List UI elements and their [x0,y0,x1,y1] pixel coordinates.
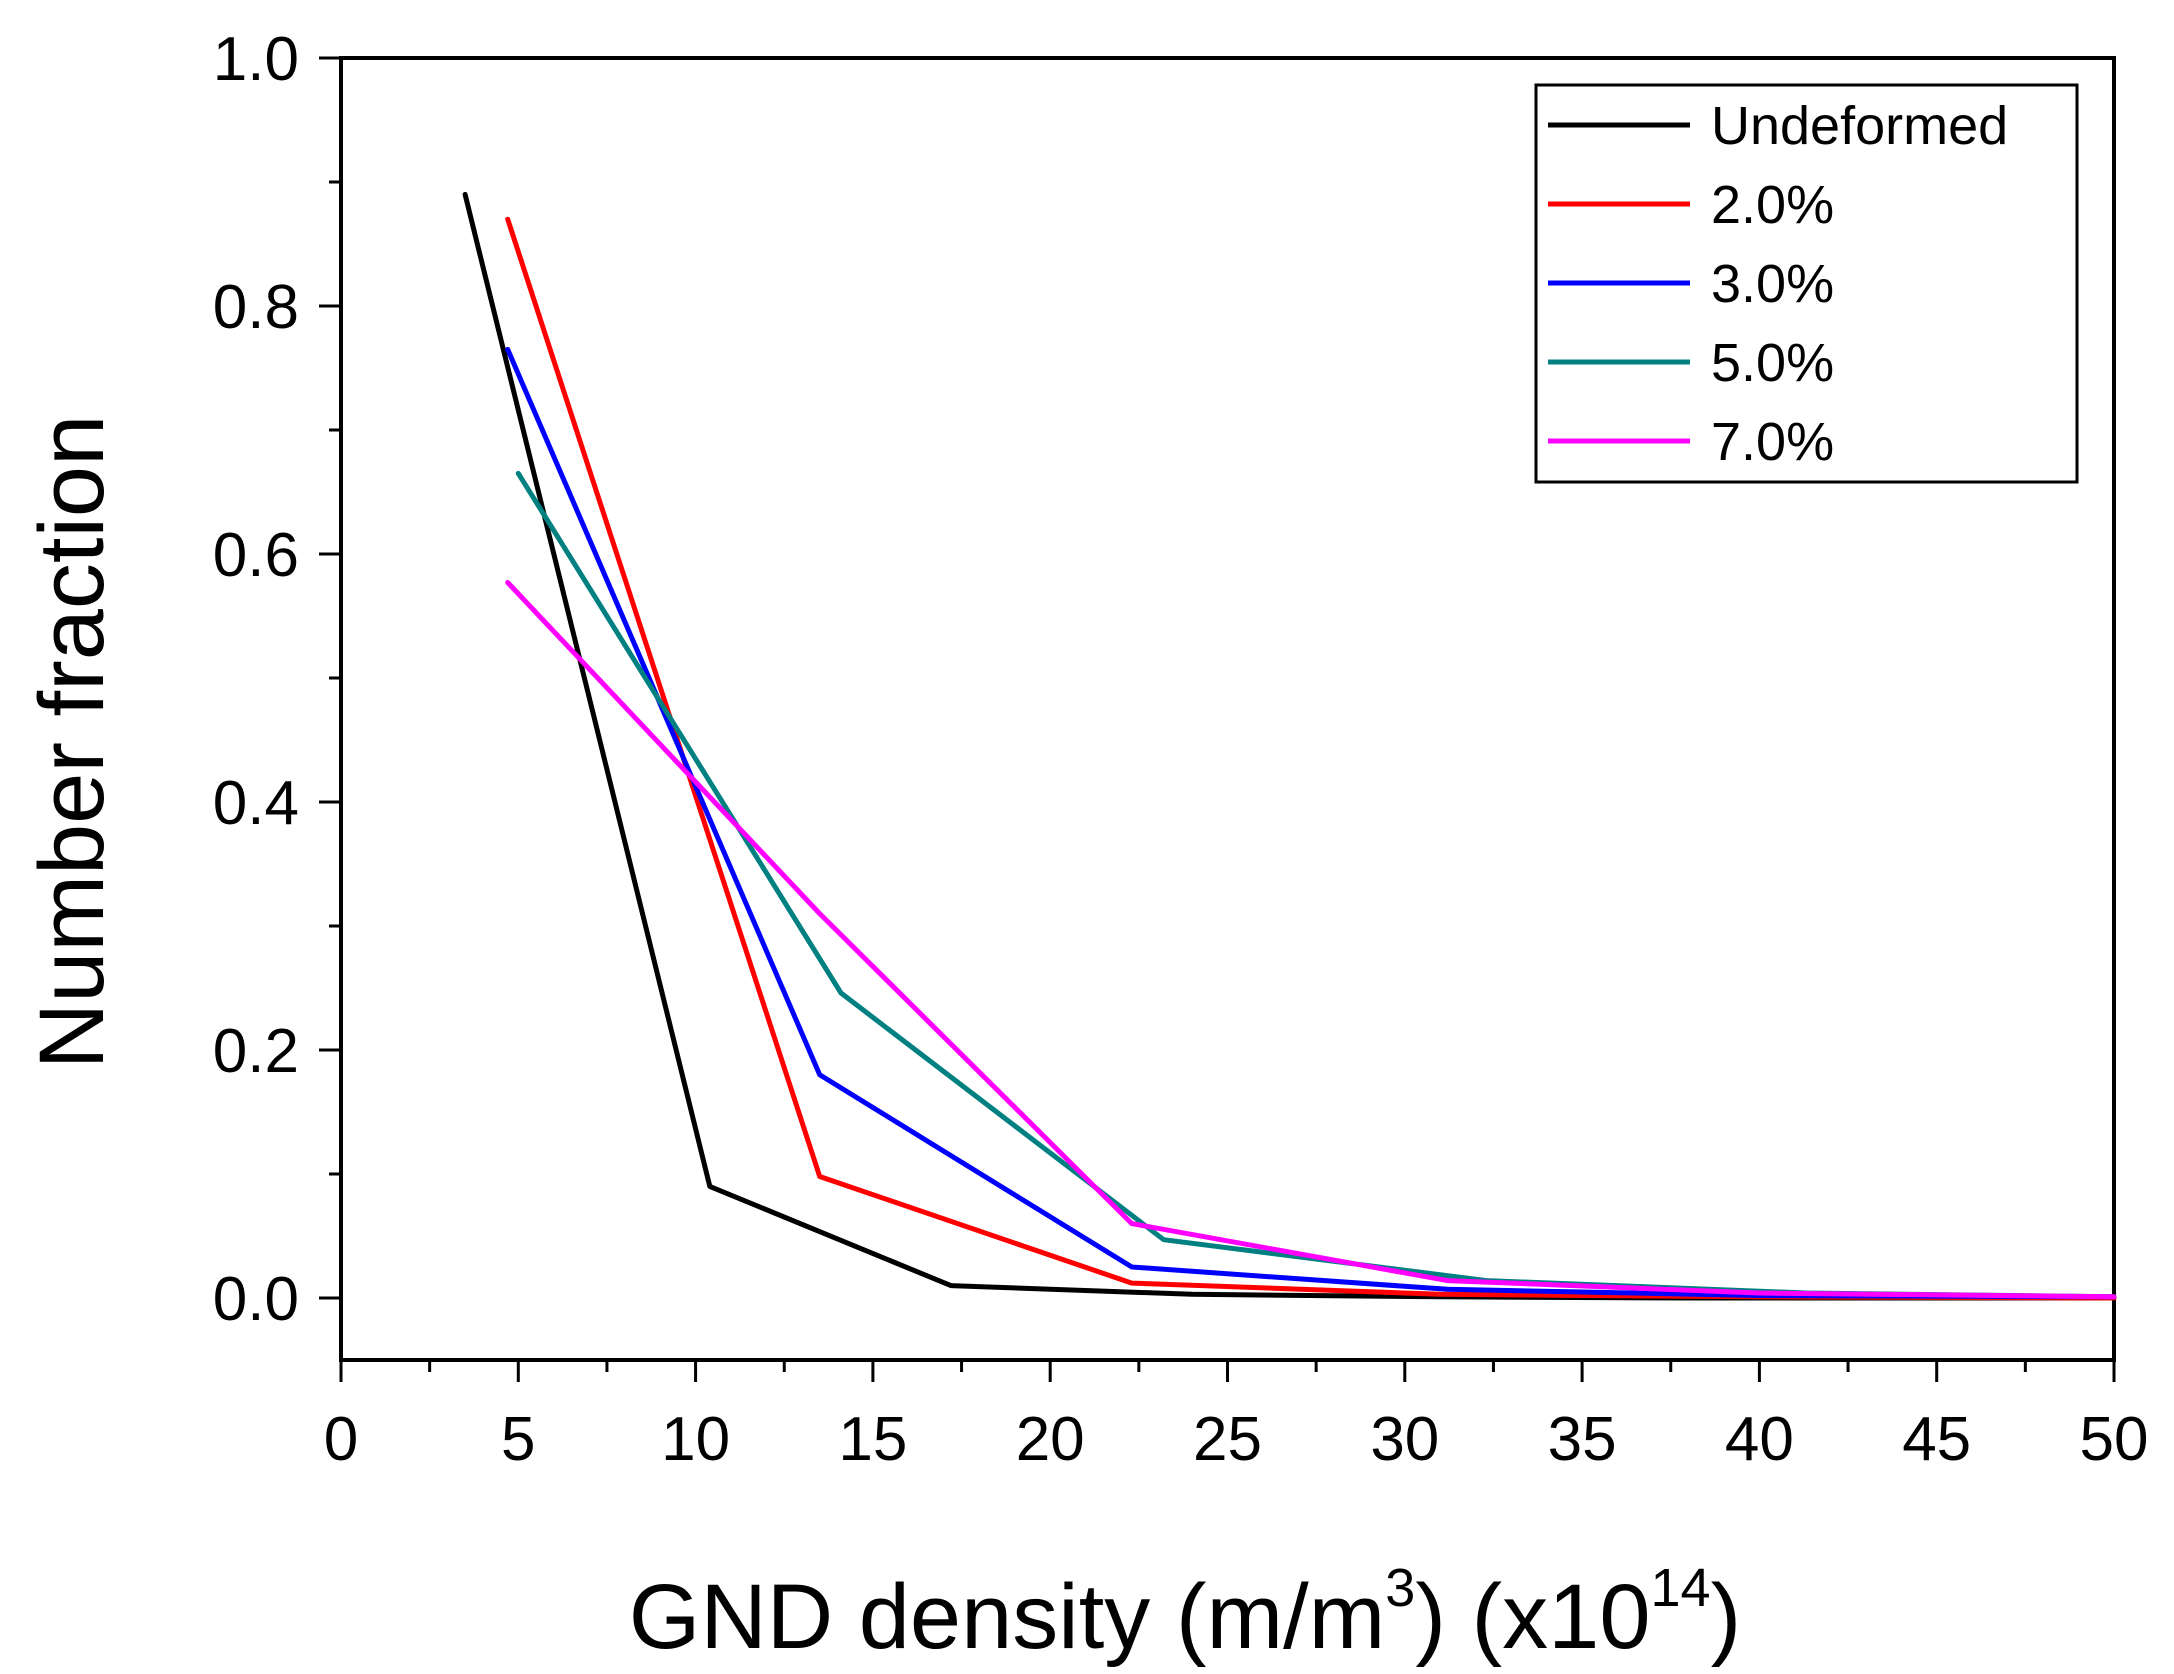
legend-label-undeformed: Undeformed [1711,96,2008,156]
x-axis-tick-labels: 0 5 10 15 20 25 30 35 40 45 50 [324,1405,2149,1474]
legend-items: Undeformed 2.0% 3.0% 5.0% 7.0% [1548,96,2008,472]
y-tick-label: 0.4 [213,769,299,838]
x-axis-ticks [339,1360,2116,1382]
x-axis-title: GND density (m/m3) (x1014) [629,1558,1741,1668]
x-tick-label: 0 [324,1405,358,1474]
x-axis-title-unit-exponent: 3 [1385,1558,1415,1618]
legend: Undeformed 2.0% 3.0% 5.0% 7.0% [1534,83,2079,484]
x-axis-title-end: ) [1711,1566,1742,1668]
x-tick-label: 20 [1016,1405,1085,1474]
series-line-7-0 [505,580,2117,1300]
y-tick-label: 0.0 [213,1265,299,1334]
y-tick-label: 0.8 [213,273,299,342]
x-tick-label: 15 [838,1405,907,1474]
x-tick-label: 50 [2080,1405,2149,1474]
x-axis-title-main: GND density (m/m [629,1566,1386,1668]
x-tick-label: 45 [1902,1405,1971,1474]
x-tick-label: 5 [501,1405,535,1474]
y-axis-tick-labels: 0.0 0.2 0.4 0.6 0.8 1.0 [213,25,299,1334]
legend-label-2-0: 2.0% [1711,175,1834,235]
legend-label-5-0: 5.0% [1711,333,1834,393]
legend-label-3-0: 3.0% [1711,254,1834,314]
x-tick-label: 35 [1548,1405,1617,1474]
y-tick-label: 0.2 [213,1017,299,1086]
y-tick-label: 0.6 [213,521,299,590]
legend-label-7-0: 7.0% [1711,412,1834,472]
x-tick-label: 40 [1725,1405,1794,1474]
x-tick-label: 10 [661,1405,730,1474]
y-axis-ticks [319,56,341,1300]
y-tick-label: 1.0 [213,25,299,94]
x-tick-label: 25 [1193,1405,1262,1474]
x-tick-label: 30 [1370,1405,1439,1474]
x-axis-title-close: ) (x10 [1415,1566,1650,1668]
x-axis-title-scale-exponent: 14 [1651,1558,1711,1618]
series-lines [462,191,2117,1301]
y-axis-title: Number fraction [21,415,123,1069]
